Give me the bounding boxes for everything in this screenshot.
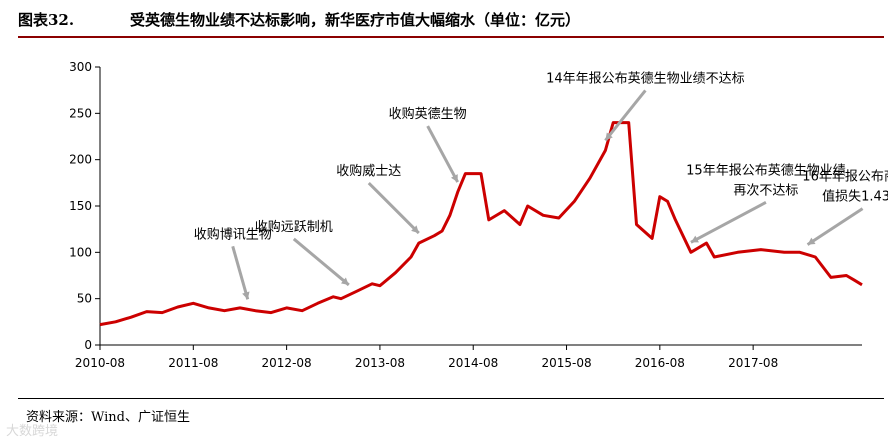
y-tick-label: 150: [69, 199, 92, 213]
annotation-arrow: [231, 245, 250, 300]
arrow-head: [690, 235, 699, 243]
figure-title: 受英德生物业绩不达标影响，新华医疗市值大幅缩水（单位：亿元）: [130, 11, 581, 29]
x-tick-label: 2015-08: [541, 356, 591, 370]
annotation: 收购英德生物: [389, 106, 467, 183]
y-tick-label: 200: [69, 153, 92, 167]
arrow-head: [340, 277, 349, 285]
annotation-text: 14年年报公布英德生物业绩不达标: [546, 71, 745, 86]
chart-axes: 0 50 100 150 200 250 300 2010-08 2011-08 2012-08 2…: [69, 60, 862, 370]
footer-divider: [18, 398, 884, 399]
x-tick-label: 2016-08: [635, 356, 685, 370]
annotation-arrow: [367, 182, 420, 235]
x-tick-label: 2017-08: [728, 356, 778, 370]
y-tick-label: 300: [69, 60, 92, 74]
annotation-arrow: [690, 201, 767, 244]
annotation-arrow: [292, 237, 350, 287]
annotation-text: 收购威士达: [336, 163, 401, 179]
annotation-text: 15年年报公布英德生物业绩: [686, 163, 846, 178]
x-tick-label: 2012-08: [262, 356, 312, 370]
annotation: 14年年报公布英德生物业绩不达标: [546, 71, 745, 142]
annotation-arrow: [604, 89, 647, 142]
y-tick-label: 0: [84, 338, 92, 352]
annotation-text: 收购博讯生物: [194, 226, 272, 242]
market-cap-chart: 0 50 100 150 200 250 300 2010-08 2011-08 2012-08 2…: [69, 60, 888, 370]
x-tick-label: 2010-08: [75, 356, 125, 370]
arrow-head: [242, 291, 250, 300]
arrow-head: [807, 237, 816, 245]
annotation-text: 16年年报公布商誉减: [802, 170, 888, 185]
annotation-text: 收购远跃制机: [255, 219, 333, 235]
market-cap-line: [99, 121, 863, 327]
annotation-text: 再次不达标: [733, 182, 798, 198]
x-tick-label: 2011-08: [168, 356, 218, 370]
x-tick-label: 2014-08: [448, 356, 498, 370]
y-tick-label: 100: [69, 245, 92, 259]
annotation-arrow: [426, 125, 459, 183]
annotation: 收购威士达: [336, 163, 420, 235]
y-tick-label: 50: [77, 292, 92, 306]
annotation: 收购远跃制机: [255, 219, 350, 287]
annotation-text: 值损失1.43亿: [822, 189, 888, 205]
chart-series: [99, 121, 863, 327]
arrow-head: [605, 132, 613, 141]
annotation-text: 收购英德生物: [389, 106, 467, 122]
annotation: 收购博讯生物: [194, 226, 272, 300]
annotation: 16年年报公布商誉减值损失1.43亿: [802, 170, 888, 246]
arrow-head: [411, 225, 419, 234]
y-tick-label: 250: [69, 106, 92, 120]
header-divider: [18, 36, 884, 38]
source-note: 资料来源：Wind、广证恒生: [26, 410, 190, 425]
figure-header: 图表32. 受英德生物业绩不达标影响，新华医疗市值大幅缩水（单位：亿元）: [0, 0, 888, 40]
watermark-text: 大数跨境: [6, 424, 59, 439]
annotation-arrow: [806, 207, 864, 246]
figure-number: 图表32.: [18, 11, 75, 29]
arrow-head: [450, 174, 458, 183]
x-tick-label: 2013-08: [355, 356, 405, 370]
